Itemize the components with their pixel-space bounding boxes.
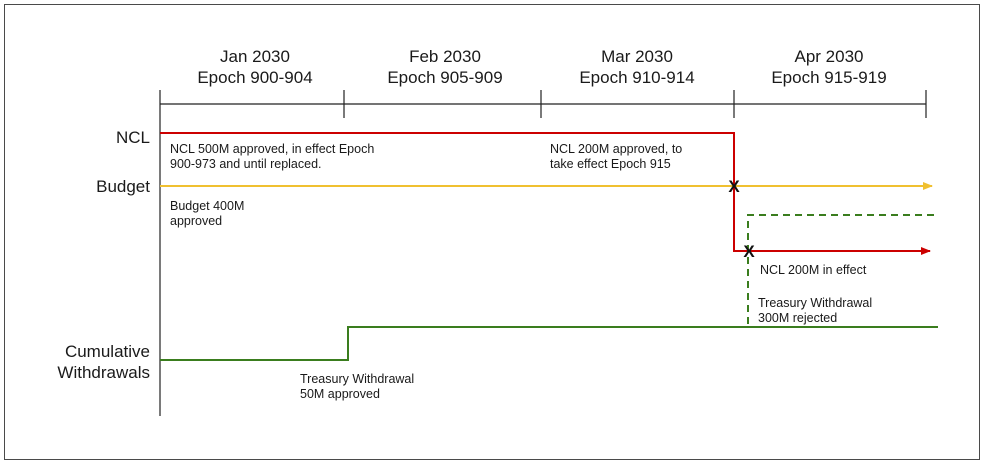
annotation-ncl-200m-in-effect: NCL 200M in effect — [760, 263, 866, 278]
withdrawals-line — [160, 326, 938, 361]
lane-label-withdrawals: Cumulative Withdrawals — [57, 341, 150, 383]
annotation-line: take effect Epoch 915 — [550, 157, 671, 171]
annotation-line: Treasury Withdrawal — [300, 372, 415, 386]
lane-label-ncl: NCL — [115, 128, 150, 147]
annotation-line: Budget 400M — [170, 199, 245, 213]
period-jan-2030: Jan 2030 Epoch 900-904 — [160, 46, 350, 88]
annotation-ncl-500m: NCL 500M approved, in effect Epoch 900-9… — [170, 142, 374, 172]
annotation-line: approved — [170, 214, 223, 228]
period-month: Mar 2030 — [601, 47, 673, 66]
budget-cross-marker: X — [728, 177, 740, 196]
period-month: Apr 2030 — [794, 47, 864, 66]
period-epochs: Epoch 915-919 — [771, 68, 887, 87]
period-month: Jan 2030 — [220, 47, 290, 66]
annotation-treasury-300m-rejected: Treasury Withdrawal 300M rejected — [758, 296, 872, 326]
annotation-line: NCL 200M approved, to — [550, 142, 683, 156]
period-epochs: Epoch 900-904 — [197, 68, 313, 87]
period-epochs: Epoch 905-909 — [387, 68, 503, 87]
ncl-line — [160, 132, 931, 255]
annotation-line: Treasury Withdrawal — [758, 296, 873, 310]
annotation-treasury-50m-approved: Treasury Withdrawal 50M approved — [300, 372, 414, 402]
period-month: Feb 2030 — [409, 47, 481, 66]
period-mar-2030: Mar 2030 Epoch 910-914 — [542, 46, 732, 88]
lane-label-withdrawals-line2: Withdrawals — [57, 363, 150, 382]
rejected-withdrawal-line — [747, 214, 934, 327]
period-apr-2030: Apr 2030 Epoch 915-919 — [734, 46, 924, 88]
ncl-cross-marker: X — [743, 242, 755, 261]
annotation-ncl-200m-approved: NCL 200M approved, to take effect Epoch … — [550, 142, 682, 172]
lane-label-budget: Budget — [96, 177, 150, 196]
lane-label-withdrawals-line1: Cumulative — [64, 342, 150, 361]
annotation-line: NCL 200M in effect — [760, 263, 867, 277]
annotation-line: 50M approved — [300, 387, 380, 401]
annotation-line: 900-973 and until replaced. — [170, 157, 322, 171]
annotation-line: 300M rejected — [758, 311, 838, 325]
diagram-frame — [4, 4, 980, 460]
annotation-budget-400m: Budget 400M approved — [170, 199, 244, 229]
annotation-line: NCL 500M approved, in effect Epoch — [170, 142, 375, 156]
period-feb-2030: Feb 2030 Epoch 905-909 — [350, 46, 540, 88]
period-epochs: Epoch 910-914 — [579, 68, 695, 87]
